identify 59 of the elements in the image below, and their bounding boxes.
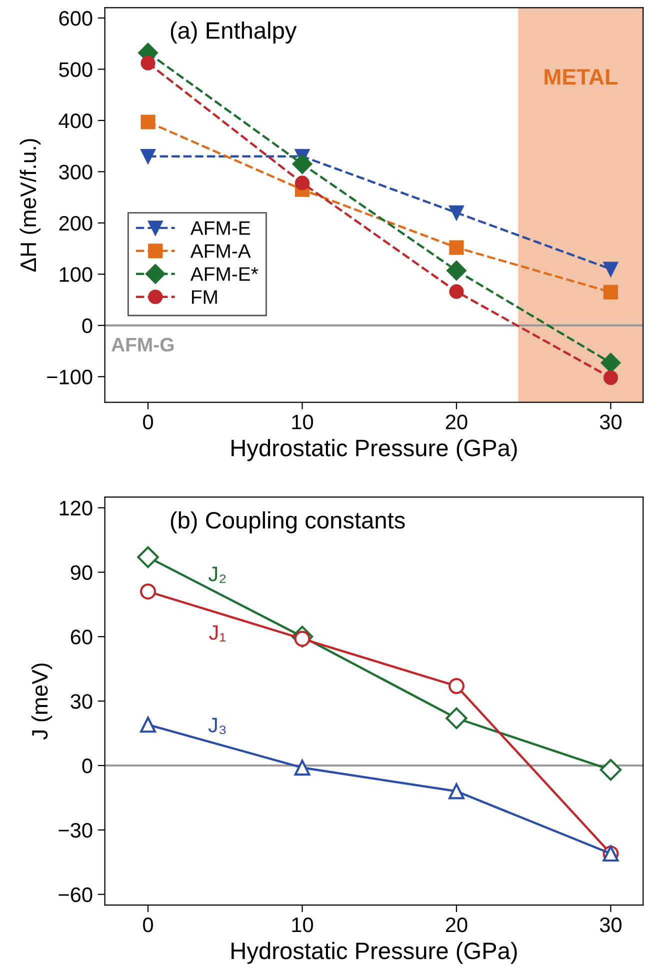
point bbox=[140, 56, 156, 70]
point bbox=[600, 758, 622, 781]
legend-label: AFM-E* bbox=[190, 267, 258, 281]
y-tick-label: 600 bbox=[59, 10, 92, 26]
point bbox=[449, 240, 464, 255]
point bbox=[603, 284, 618, 300]
point bbox=[292, 154, 312, 174]
x-tick-label: 30 bbox=[600, 917, 622, 932]
y-tick-label: −60 bbox=[58, 887, 92, 902]
y-tick-label: 120 bbox=[60, 500, 92, 516]
point bbox=[140, 716, 156, 733]
x-tick-label: 0 bbox=[143, 414, 153, 430]
y-axis-title: J (meV) bbox=[31, 664, 52, 740]
ref-line-label: AFM-G bbox=[111, 338, 174, 352]
y-tick-label: 300 bbox=[59, 164, 92, 180]
y-tick-label: 30 bbox=[70, 694, 92, 709]
point bbox=[294, 176, 310, 190]
point bbox=[449, 205, 464, 220]
y-tick-label: 500 bbox=[59, 62, 92, 77]
y-tick-label: 200 bbox=[59, 216, 92, 231]
annotation: (a) Enthalpy bbox=[170, 22, 297, 44]
annotation: (b) Coupling constants bbox=[170, 511, 405, 534]
y-axis-title: ΔH (meV/f.u.) bbox=[20, 139, 41, 272]
point bbox=[446, 260, 466, 280]
y-tick-label: −30 bbox=[58, 822, 92, 838]
point bbox=[603, 370, 618, 385]
x-tick-label: 20 bbox=[446, 917, 468, 932]
point bbox=[140, 114, 156, 130]
legend-label: FM bbox=[192, 290, 217, 304]
x-tick-label: 30 bbox=[600, 414, 622, 430]
point bbox=[448, 678, 464, 694]
point bbox=[137, 546, 159, 568]
band-label: METAL bbox=[544, 69, 618, 84]
series-label: J₂ bbox=[208, 566, 226, 583]
point bbox=[448, 783, 464, 800]
point bbox=[446, 707, 468, 730]
x-tick-label: 10 bbox=[292, 414, 314, 430]
x-axis-title: Hydrostatic Pressure (GPa) bbox=[232, 942, 517, 964]
point bbox=[140, 584, 156, 600]
series-label: J₁ bbox=[209, 625, 226, 642]
x-axis-title: Hydrostatic Pressure (GPa) bbox=[232, 439, 517, 462]
y-tick-label: 0 bbox=[82, 758, 92, 774]
point bbox=[449, 284, 464, 299]
legend-label: AFM-E bbox=[190, 221, 250, 235]
x-tick-label: 0 bbox=[143, 917, 153, 932]
x-tick-label: 10 bbox=[292, 917, 314, 932]
y-tick-label: 0 bbox=[82, 318, 92, 334]
series-label: J₃ bbox=[208, 718, 226, 734]
y-tick-label: 60 bbox=[70, 630, 92, 644]
point bbox=[600, 352, 621, 373]
point bbox=[294, 760, 310, 776]
y-tick-label: 400 bbox=[58, 113, 92, 128]
y-tick-label: 100 bbox=[60, 267, 92, 282]
y-tick-label: 90 bbox=[70, 565, 92, 580]
point bbox=[140, 149, 156, 164]
point bbox=[603, 262, 618, 276]
legend-label: AFM-A bbox=[190, 244, 251, 258]
y-tick-label: −100 bbox=[47, 370, 92, 384]
x-tick-label: 20 bbox=[446, 414, 468, 430]
